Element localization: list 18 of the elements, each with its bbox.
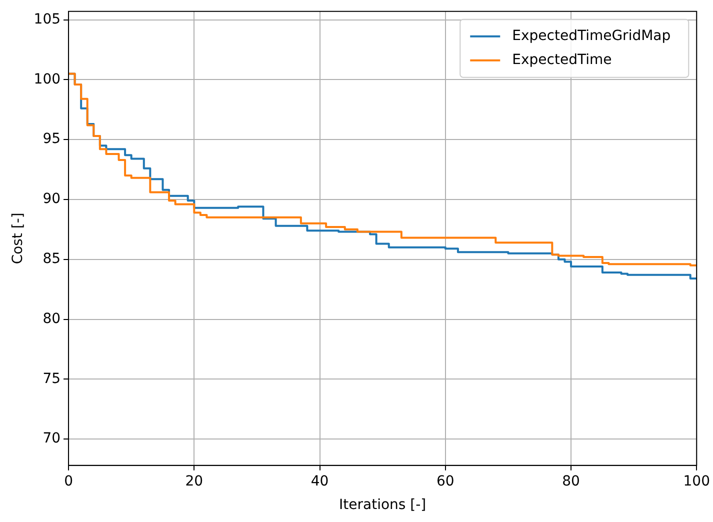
y-tick-label: 85	[42, 251, 61, 268]
y-tick-label: 80	[42, 310, 61, 327]
x-tick-label: 0	[64, 473, 73, 490]
y-tick-label: 100	[34, 71, 61, 88]
y-tick-label: 70	[42, 430, 61, 447]
y-axis-title: Cost [-]	[10, 212, 26, 264]
x-tick-label: 20	[185, 473, 204, 490]
x-tick-label: 100	[683, 473, 710, 490]
x-tick-label: 80	[562, 473, 580, 490]
y-tick-label: 75	[42, 370, 61, 387]
x-tick-label: 60	[436, 473, 454, 490]
y-tick-label: 95	[42, 131, 61, 148]
y-tick-label: 105	[34, 11, 61, 28]
y-tick-label: 90	[42, 191, 61, 208]
legend-label: ExpectedTime	[512, 52, 612, 68]
x-tick-label: 40	[310, 473, 329, 490]
x-axis-title: Iterations [-]	[339, 497, 426, 514]
legend-label: ExpectedTimeGridMap	[512, 28, 671, 44]
